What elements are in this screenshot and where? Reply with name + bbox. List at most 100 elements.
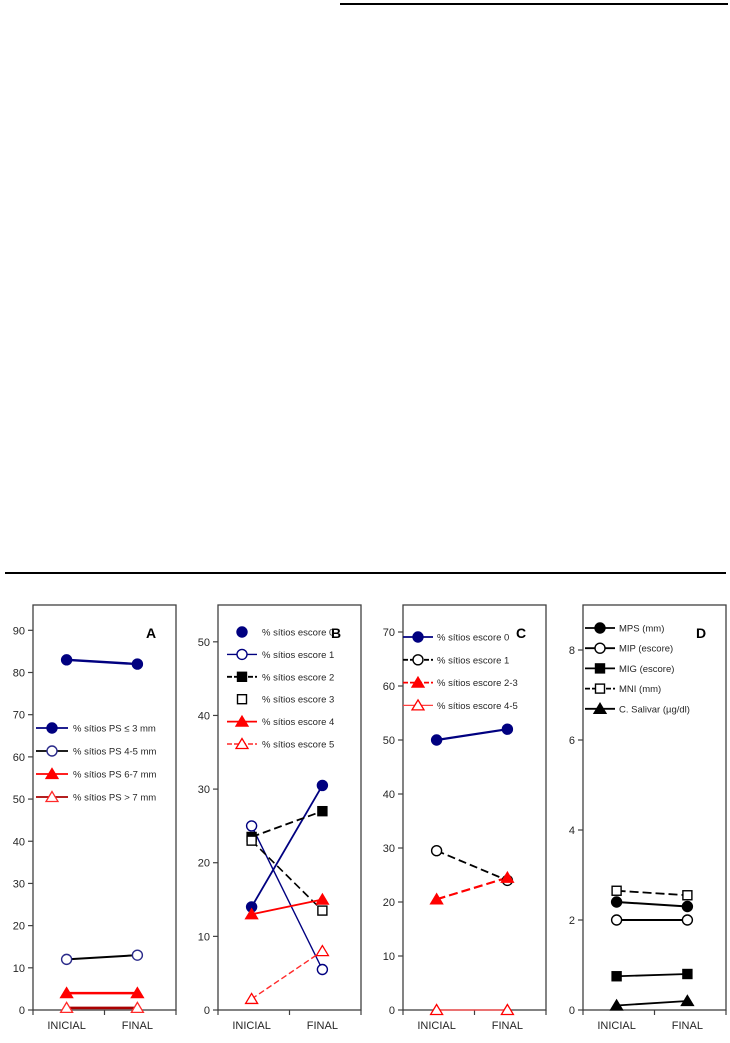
x-category-label: FINAL (122, 1020, 153, 1032)
legend-label: % sítios escore 1 (437, 655, 509, 666)
legend-label: % sítios escore 4-5 (437, 701, 518, 712)
data-point-marker (236, 648, 248, 661)
y-tick-label: 80 (13, 668, 25, 680)
data-point-marker (500, 1003, 515, 1016)
data-point-marker (682, 890, 693, 901)
y-tick-label: 90 (13, 625, 25, 637)
data-point-marker (610, 896, 623, 908)
top-horizontal-rule (340, 3, 728, 5)
y-tick-label: 60 (13, 752, 25, 764)
y-tick-label: 20 (383, 897, 395, 909)
x-category-label: INICIAL (417, 1020, 456, 1032)
data-point-marker (682, 968, 693, 980)
y-tick-label: 0 (569, 1005, 575, 1017)
y-tick-label: 0 (19, 1005, 25, 1017)
y-tick-label: 20 (198, 858, 210, 870)
y-tick-label: 50 (198, 637, 210, 649)
series-line-0 (66, 658, 138, 666)
y-tick-label: 20 (13, 921, 25, 933)
legend-label: % sítios escore 1 (262, 650, 334, 661)
legend-label: % sítios escore 5 (262, 740, 334, 751)
legend-label: % sítios PS ≤ 3 mm (73, 724, 156, 735)
data-point-marker (410, 675, 426, 688)
y-tick-label: 30 (383, 843, 395, 855)
y-tick-label: 4 (569, 825, 575, 837)
data-point-marker (315, 892, 330, 905)
panel-letter: A (146, 625, 156, 641)
data-point-marker (234, 737, 250, 750)
y-tick-label: 10 (198, 931, 210, 943)
x-category-label: INICIAL (232, 1020, 271, 1032)
chart-panel-a: 0 10 20 30 40 50 60 70 80 90 INICIAL FINAL % sítios … (0, 600, 182, 1043)
data-point-marker (234, 714, 250, 727)
data-point-marker (246, 835, 257, 846)
y-tick-label: 10 (13, 963, 25, 975)
data-point-marker (315, 944, 330, 957)
series-line-5 (251, 950, 323, 1000)
y-tick-label: 2 (569, 915, 575, 927)
x-category-label: INICIAL (597, 1020, 636, 1032)
data-point-marker (131, 658, 144, 670)
data-point-marker (317, 805, 328, 817)
data-point-marker (594, 683, 606, 694)
chart-panel-c: 0 10 20 30 40 50 60 70 INICIAL FINAL % sítios esco… (370, 600, 552, 1043)
chart-panel-d: 0 2 4 6 8 INICIAL FINAL MPS (mm) MIP (escore) MIG… (550, 600, 730, 1043)
data-point-marker (236, 693, 248, 705)
legend-label: MNI (mm) (619, 684, 661, 695)
data-point-marker (44, 790, 60, 803)
separator-horizontal-rule (5, 572, 726, 574)
data-point-marker (60, 953, 73, 966)
data-point-marker (594, 622, 606, 634)
data-point-marker (316, 779, 329, 792)
y-tick-label: 40 (383, 789, 395, 801)
data-point-marker (245, 820, 258, 832)
series-line-3 (616, 889, 688, 897)
legend-label: % sítios escore 4 (262, 717, 334, 728)
data-point-marker (611, 885, 622, 896)
x-category-label: FINAL (492, 1020, 523, 1032)
panel-letter: B (331, 625, 341, 641)
data-point-marker (610, 914, 623, 926)
data-point-marker (430, 734, 443, 746)
y-tick-label: 8 (569, 645, 575, 657)
series-line-4 (251, 898, 323, 916)
y-tick-label: 30 (13, 878, 25, 890)
y-tick-label: 6 (569, 735, 575, 747)
x-category-label: INICIAL (47, 1020, 86, 1032)
legend-label: C. Salivar (µg/dl) (619, 704, 690, 715)
plot-area-border (217, 604, 362, 1011)
data-point-marker (236, 626, 248, 638)
data-point-marker (59, 1001, 74, 1014)
legend-label: % sítios PS > 7 mm (73, 793, 156, 804)
data-point-marker (131, 949, 144, 961)
data-point-marker (59, 986, 74, 999)
data-point-marker (244, 907, 259, 920)
data-point-marker (46, 745, 58, 757)
data-point-marker (501, 723, 514, 735)
y-tick-label: 10 (383, 951, 395, 963)
data-point-marker (594, 642, 606, 654)
legend-label: % sítios escore 2 (262, 672, 334, 683)
data-point-marker (236, 671, 248, 683)
y-tick-label: 70 (383, 627, 395, 639)
data-point-marker (592, 702, 608, 714)
legend-label: % sítios escore 0 (262, 628, 334, 639)
y-tick-label: 0 (204, 1005, 210, 1017)
data-point-marker (611, 971, 622, 982)
x-category-label: FINAL (672, 1020, 703, 1032)
series-line-1 (250, 825, 324, 970)
series-line-0 (616, 901, 688, 908)
y-tick-label: 40 (13, 836, 25, 848)
data-point-marker (681, 900, 694, 913)
chart-svg-b: 0 10 20 30 40 50 INICIAL FINAL % sítios escore 0… (198, 604, 362, 1032)
data-point-marker (429, 1003, 444, 1016)
data-point-marker (317, 905, 328, 916)
series-line-4 (616, 1000, 688, 1007)
legend-label: % sítios escore 3 (262, 695, 334, 706)
legend-label: % sítios escore 0 (437, 633, 509, 644)
chart-svg-c: 0 10 20 30 40 50 60 70 INICIAL FINAL % sítios esco… (383, 604, 547, 1032)
series-line-3 (251, 840, 323, 912)
series-line-0 (436, 728, 508, 742)
data-point-marker (46, 722, 58, 734)
